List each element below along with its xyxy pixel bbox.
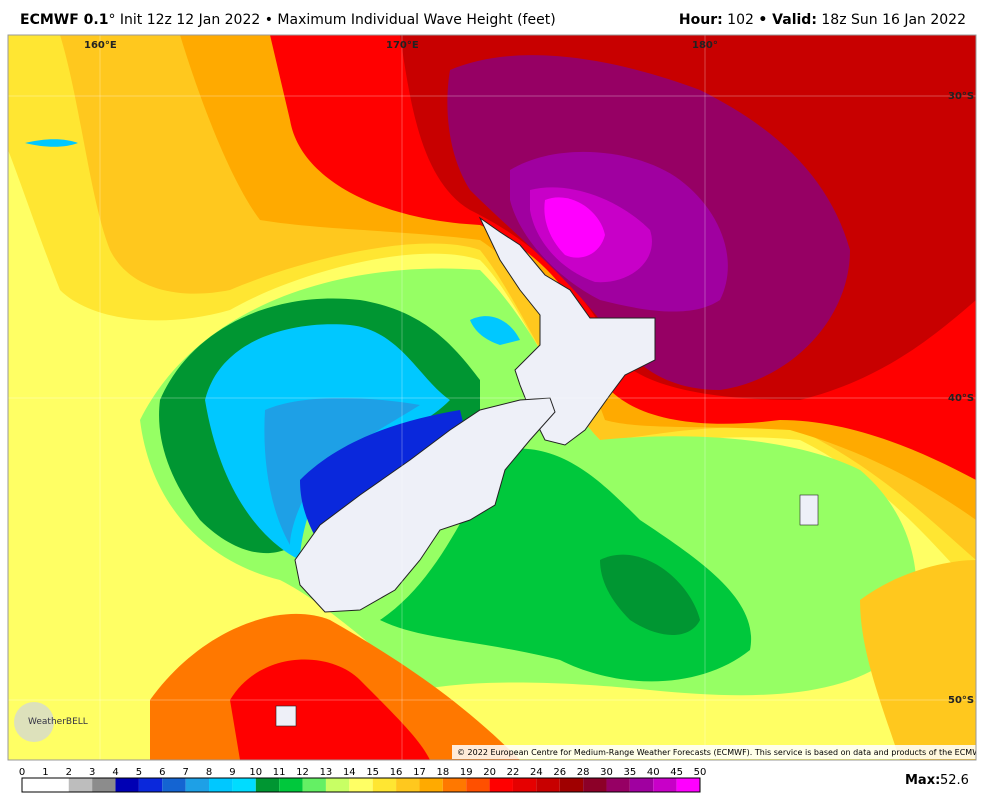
colorbar-tick-label: 1 bbox=[42, 767, 48, 778]
colorbar-tick-label: 8 bbox=[206, 767, 212, 778]
colorbar-segment bbox=[162, 778, 186, 792]
colorbar-tick-label: 19 bbox=[460, 767, 473, 778]
colorbar-segment bbox=[629, 778, 654, 792]
colorbar-tick-label: 16 bbox=[390, 767, 403, 778]
valid: 18z Sun 16 Jan 2022 bbox=[821, 12, 966, 28]
description: ° Init 12z 12 Jan 2022 • Maximum Individ… bbox=[108, 12, 556, 28]
colorbar-segment bbox=[209, 778, 233, 792]
colorbar-tick-label: 17 bbox=[413, 767, 426, 778]
max-label: Max: bbox=[905, 773, 940, 788]
colorbar-segment bbox=[676, 778, 700, 792]
wave-zone bbox=[600, 554, 700, 635]
colorbar-segment bbox=[559, 778, 584, 792]
wave-zone bbox=[25, 139, 78, 147]
colorbar-segment bbox=[22, 778, 46, 792]
colorbar-tick-label: 13 bbox=[320, 767, 333, 778]
hour: 102 bbox=[727, 12, 754, 28]
colorbar-segment bbox=[325, 778, 350, 792]
colorbar-frame bbox=[21, 777, 701, 793]
colorbar-tick-label: 0 bbox=[19, 767, 25, 778]
colorbar-segment bbox=[653, 778, 677, 792]
colorbar-tick-label: 3 bbox=[89, 767, 95, 778]
lat-label: 40°S bbox=[948, 393, 974, 404]
colorbar-tick-label: 28 bbox=[577, 767, 590, 778]
lat-label: 50°S bbox=[948, 695, 974, 706]
lon-label: 180° bbox=[692, 40, 718, 51]
colorbar-segment bbox=[349, 778, 373, 792]
wave-zone bbox=[544, 197, 605, 258]
auckland-islands bbox=[275, 705, 297, 727]
max-value: 52.6 bbox=[940, 773, 969, 788]
north-island bbox=[478, 216, 656, 446]
map: 160°E 170°E 180° 30°S 40°S 50°S WeatherB… bbox=[8, 35, 984, 760]
colorbar-segment bbox=[396, 778, 420, 792]
colorbar-segment bbox=[255, 778, 280, 792]
map-frame bbox=[7, 34, 977, 761]
colorbar-segment bbox=[489, 778, 513, 792]
colorbar-tick-label: 9 bbox=[229, 767, 235, 778]
colorbar-tick-label: 30 bbox=[600, 767, 613, 778]
valid-label: • Valid: bbox=[758, 12, 817, 28]
colorbar-segment bbox=[232, 778, 256, 792]
colorbar-segment bbox=[466, 778, 490, 792]
colorbar-tick-label: 11 bbox=[273, 767, 286, 778]
colorbar-segment bbox=[606, 778, 630, 792]
colorbar-segment bbox=[185, 778, 210, 792]
colorbar-segment bbox=[45, 778, 69, 792]
colorbar-segment bbox=[536, 778, 560, 792]
lon-label: 160°E bbox=[84, 40, 117, 51]
logo: WeatherBELL bbox=[28, 717, 88, 727]
south-island bbox=[294, 397, 556, 613]
colorbar-tick-label: 4 bbox=[112, 767, 118, 778]
wave-zone bbox=[470, 316, 520, 345]
colorbar-segment bbox=[512, 778, 537, 792]
colorbar-tick-label: 7 bbox=[182, 767, 188, 778]
colorbar-tick-label: 14 bbox=[343, 767, 356, 778]
wave-zone bbox=[230, 659, 430, 760]
colorbar-tick-label: 35 bbox=[623, 767, 636, 778]
colorbar-segment bbox=[419, 778, 443, 792]
colorbar-tick-label: 18 bbox=[436, 767, 449, 778]
colorbar-segment bbox=[68, 778, 93, 792]
colorbar-segment bbox=[138, 778, 163, 792]
colorbar-tick-label: 2 bbox=[66, 767, 72, 778]
colorbar-tick-label: 6 bbox=[159, 767, 165, 778]
colorbar: 0 1 2 3 4 5 6 7 8 9 10 11 12 13 14 15 16 17 18 19 20 22 24 26 28… bbox=[19, 767, 707, 793]
colorbar-segment bbox=[115, 778, 139, 792]
colorbar-tick-label: 20 bbox=[483, 767, 496, 778]
lat-label: 30°S bbox=[948, 91, 974, 102]
wave-zone bbox=[860, 560, 976, 760]
hour-label: Hour: bbox=[678, 12, 723, 28]
model: ECMWF 0.1 bbox=[20, 12, 109, 28]
copyright: © 2022 European Centre for Medium-Range … bbox=[457, 748, 984, 757]
colorbar-segment bbox=[279, 778, 303, 792]
copyright-bg bbox=[452, 745, 976, 759]
header-right: Hour: 102 • Valid: 18z Sun 16 Jan 2022 bbox=[679, 12, 966, 28]
colorbar-segment bbox=[302, 778, 326, 792]
lon-label: 170°E bbox=[386, 40, 419, 51]
colorbar-segment bbox=[372, 778, 397, 792]
colorbar-tick-label: 5 bbox=[136, 767, 142, 778]
colorbar-tick-label: 50 bbox=[694, 767, 707, 778]
colorbar-tick-label: 45 bbox=[670, 767, 683, 778]
colorbar-tick-label: 26 bbox=[553, 767, 566, 778]
wave-zone bbox=[264, 398, 420, 545]
colorbar-tick-label: 10 bbox=[249, 767, 262, 778]
colorbar-segment bbox=[583, 778, 607, 792]
chatham-islands bbox=[799, 494, 819, 526]
colorbar-segment bbox=[442, 778, 467, 792]
colorbar-segment bbox=[92, 778, 116, 792]
header-left: ECMWF 0.1° Init 12z 12 Jan 2022 • Maximu… bbox=[20, 12, 556, 28]
colorbar-tick-label: 22 bbox=[507, 767, 520, 778]
colorbar-tick-label: 24 bbox=[530, 767, 543, 778]
header: ECMWF 0.1° Init 12z 12 Jan 2022 • Maximu… bbox=[0, 0, 984, 34]
colorbar-tick-label: 40 bbox=[647, 767, 660, 778]
graticule bbox=[8, 35, 976, 760]
logo-globe bbox=[14, 702, 54, 742]
colorbar-tick-label: 12 bbox=[296, 767, 309, 778]
colorbar-tick-label: 15 bbox=[366, 767, 379, 778]
